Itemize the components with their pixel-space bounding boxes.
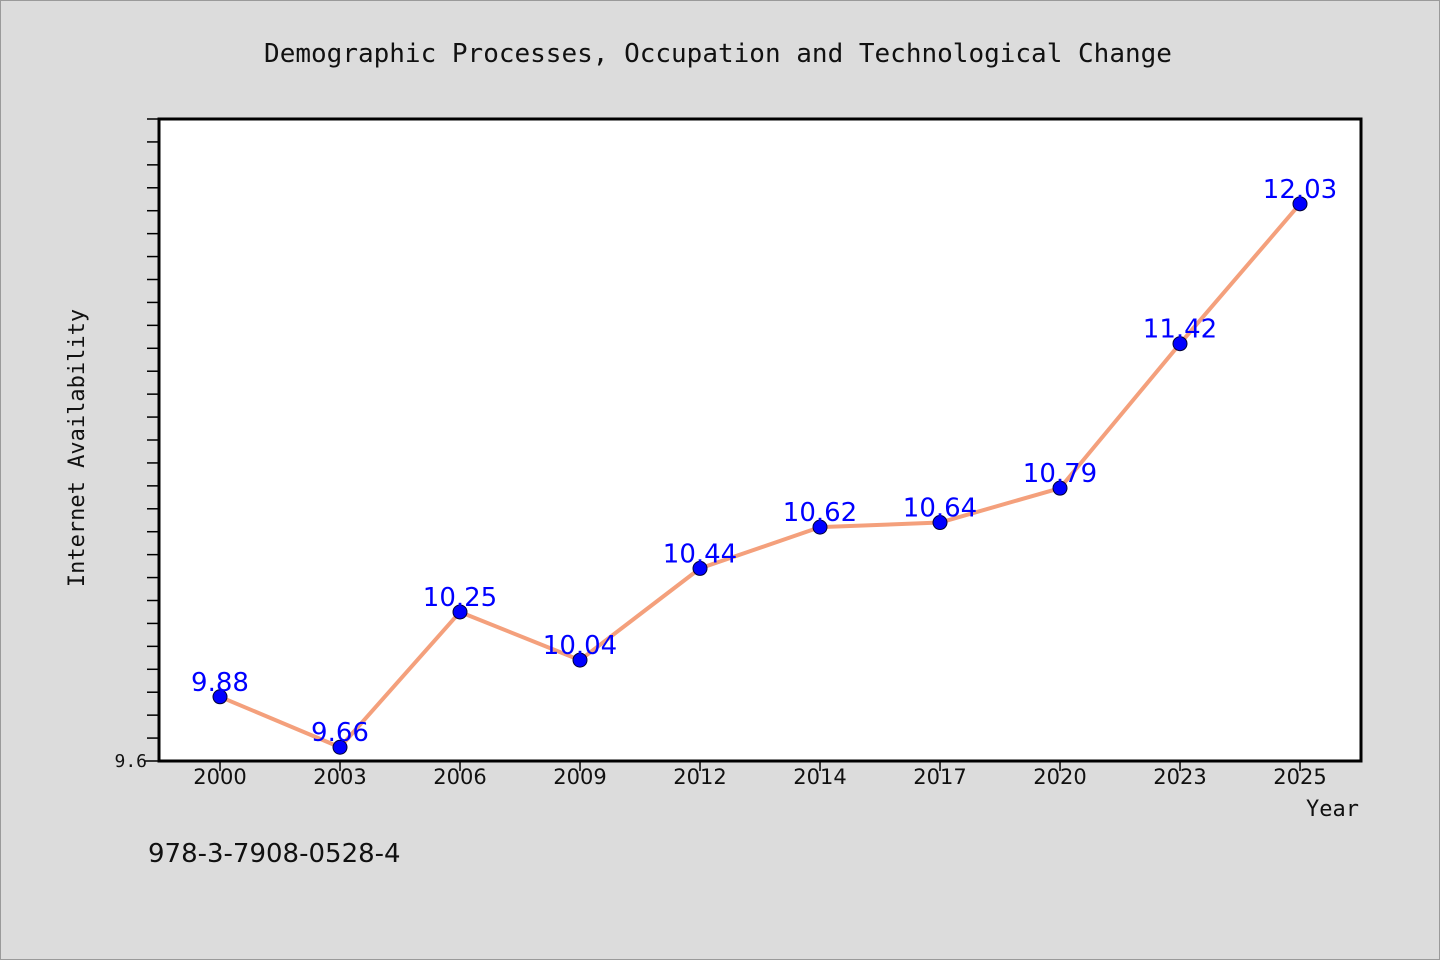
- x-tick-label: 2003: [313, 765, 366, 789]
- data-point: [1292, 196, 1308, 212]
- data-label: 10.04: [543, 631, 617, 661]
- data-point: [812, 519, 828, 535]
- data-point: [1172, 336, 1188, 352]
- data-point: [572, 652, 588, 668]
- plot-area: [157, 117, 1363, 763]
- x-axis: 2000 2003 2006 2009 2012 2014 2017 2020 2023 2025: [193, 761, 1327, 789]
- chart-title: Demographic Processes, Occupation and Te…: [264, 39, 1172, 69]
- data-point: [332, 739, 348, 755]
- data-point: [212, 689, 228, 705]
- x-tick-label: 2006: [433, 765, 486, 789]
- data-label: 10.44: [663, 539, 737, 569]
- data-point: [692, 560, 708, 576]
- data-label: 9.66: [311, 718, 369, 748]
- y-tick-label: 9.6: [114, 751, 147, 772]
- x-tick-label: 2000: [193, 765, 246, 789]
- y-axis: 9.6: [114, 118, 159, 772]
- y-axis-label: Internet Availability: [65, 309, 90, 587]
- x-tick-label: 2017: [913, 765, 966, 789]
- x-tick-label: 2023: [1153, 765, 1206, 789]
- x-axis-label: Year: [1306, 797, 1359, 822]
- data-point: [932, 515, 948, 531]
- data-point: [452, 604, 468, 620]
- x-tick-label: 2009: [553, 765, 606, 789]
- data-label: 9.88: [191, 668, 249, 698]
- x-tick-label: 2025: [1273, 765, 1326, 789]
- data-label: 11.42: [1143, 315, 1217, 345]
- data-label: 10.62: [783, 498, 857, 528]
- data-label: 12.03: [1263, 175, 1337, 205]
- series-line: [218, 201, 1302, 750]
- isbn-footnote: 978-3-7908-0528-4: [148, 839, 401, 869]
- data-labels: 9.88 9.66 10.25 10.04 10.44 10.62 10.64 10.79 11…: [191, 175, 1337, 748]
- data-point: [1052, 480, 1068, 496]
- x-tick-label: 2020: [1033, 765, 1086, 789]
- data-label: 10.64: [903, 494, 977, 524]
- x-tick-label: 2014: [793, 765, 846, 789]
- series-line-group: [212, 196, 1308, 755]
- x-tick-label: 2012: [673, 765, 726, 789]
- data-label: 10.79: [1023, 459, 1097, 489]
- data-label: 10.25: [423, 583, 497, 613]
